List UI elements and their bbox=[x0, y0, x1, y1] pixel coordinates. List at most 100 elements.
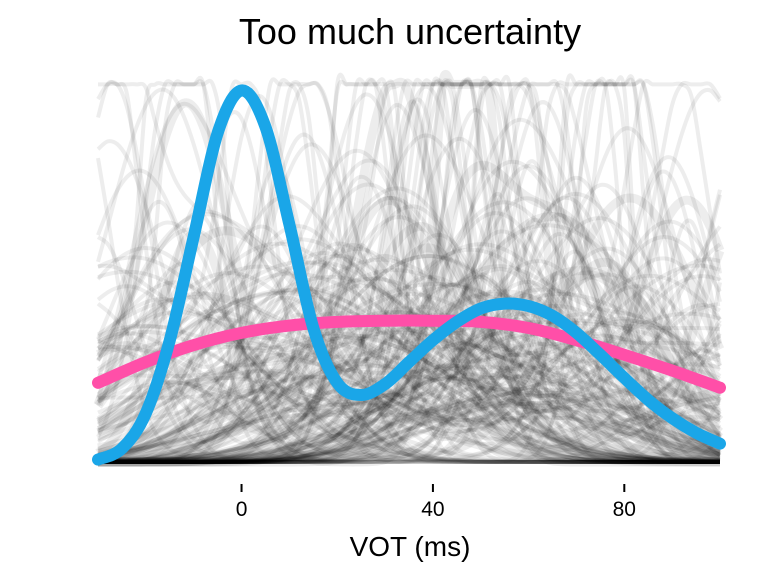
background-curve bbox=[98, 212, 724, 467]
background-curve bbox=[97, 77, 722, 457]
background-curve bbox=[97, 266, 724, 462]
background-curve bbox=[96, 159, 720, 464]
background-curve bbox=[97, 78, 720, 464]
background-curve bbox=[96, 78, 720, 464]
background-curve bbox=[93, 98, 721, 458]
background-curve bbox=[98, 81, 721, 464]
background-curve bbox=[97, 286, 721, 446]
background-curve bbox=[98, 257, 721, 464]
series-line-1 bbox=[92, 314, 726, 394]
background-curve bbox=[98, 166, 721, 464]
background-curve bbox=[98, 235, 722, 464]
background-curve bbox=[97, 219, 722, 457]
background-curve bbox=[98, 242, 722, 464]
background-curve bbox=[97, 75, 721, 464]
background-curve bbox=[98, 92, 721, 464]
background-curve bbox=[97, 255, 720, 464]
background-curve bbox=[98, 387, 721, 464]
background-curve bbox=[98, 195, 722, 467]
background-curve bbox=[98, 81, 721, 464]
background-curve bbox=[96, 211, 721, 462]
background-curve bbox=[98, 79, 721, 464]
background-curve bbox=[97, 75, 721, 464]
background-curve bbox=[98, 291, 721, 464]
background-curve bbox=[97, 246, 720, 464]
background-curve bbox=[97, 78, 722, 464]
background-curve bbox=[97, 182, 722, 457]
background-curve bbox=[95, 222, 720, 467]
background-curve bbox=[96, 80, 720, 464]
background-curve bbox=[97, 80, 720, 464]
background-curve bbox=[97, 295, 721, 464]
background-curve bbox=[97, 158, 720, 464]
background-curve bbox=[98, 77, 722, 464]
background-curve bbox=[98, 80, 721, 464]
background-curve bbox=[97, 303, 722, 464]
background-curve bbox=[97, 284, 722, 436]
background-curve bbox=[96, 75, 720, 464]
background-curve bbox=[96, 282, 721, 464]
background-curve bbox=[97, 251, 721, 462]
background-curve bbox=[97, 320, 722, 464]
background-curve bbox=[96, 235, 721, 464]
background-curve bbox=[96, 271, 721, 451]
background-curve bbox=[97, 289, 723, 453]
background-curve bbox=[97, 74, 721, 463]
background-curve bbox=[97, 132, 720, 464]
background-curve bbox=[96, 259, 720, 464]
background-curve bbox=[98, 272, 721, 464]
background-curve bbox=[97, 263, 720, 464]
background-curve bbox=[98, 117, 721, 464]
background-curve bbox=[95, 70, 720, 467]
background-curve bbox=[98, 196, 722, 464]
background-curve bbox=[96, 289, 721, 454]
background-curve bbox=[96, 168, 721, 460]
background-curve bbox=[97, 225, 722, 464]
background-curve bbox=[98, 81, 720, 464]
background-curve bbox=[97, 268, 721, 458]
background-curve bbox=[97, 330, 722, 459]
background-curve bbox=[98, 163, 721, 464]
background-curve bbox=[97, 257, 721, 462]
background-curve bbox=[97, 269, 720, 464]
background-curve bbox=[98, 174, 722, 464]
background-curve bbox=[98, 78, 722, 464]
background-curve bbox=[98, 97, 721, 464]
background-curve bbox=[97, 182, 720, 464]
background-curve bbox=[98, 274, 722, 464]
background-curve bbox=[97, 275, 721, 463]
background-curve bbox=[96, 139, 720, 464]
background-curve bbox=[98, 319, 722, 464]
background-curve bbox=[98, 217, 722, 464]
background-curve bbox=[98, 77, 722, 464]
background-curve bbox=[97, 311, 721, 453]
background-curve bbox=[97, 79, 720, 464]
background-curve bbox=[97, 195, 721, 464]
background-curve bbox=[97, 291, 721, 456]
background-curve bbox=[98, 77, 721, 464]
background-curve bbox=[97, 276, 721, 464]
background-curve bbox=[96, 279, 721, 462]
background-curve bbox=[98, 81, 720, 464]
background-curve bbox=[97, 218, 722, 459]
background-curve bbox=[98, 246, 722, 464]
background-curve bbox=[98, 133, 721, 464]
background-curve bbox=[97, 99, 720, 464]
background-curve bbox=[96, 264, 720, 464]
background-curve bbox=[97, 193, 725, 463]
background-curve bbox=[98, 136, 721, 464]
background-curve bbox=[96, 290, 721, 463]
background-curve bbox=[97, 310, 721, 464]
x-tick-label: 0 bbox=[236, 498, 248, 521]
background-curve bbox=[97, 312, 722, 419]
background-curve bbox=[97, 272, 722, 463]
background-curve bbox=[97, 175, 721, 464]
background-curves bbox=[93, 70, 725, 467]
x-axis: 0 40 80 bbox=[236, 484, 636, 521]
background-curve bbox=[98, 363, 722, 464]
background-curve bbox=[97, 204, 720, 464]
x-tick-label: 80 bbox=[613, 498, 636, 521]
background-curve bbox=[98, 293, 722, 464]
background-curve bbox=[97, 155, 722, 463]
